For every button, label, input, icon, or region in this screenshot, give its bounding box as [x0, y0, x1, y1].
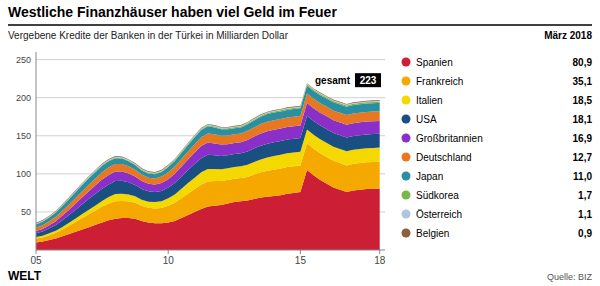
legend-value: 12,7 [573, 152, 593, 163]
legend-swatch [402, 77, 411, 86]
legend-value: 16,9 [573, 133, 593, 144]
legend-value: 80,9 [573, 57, 593, 68]
legend-label: Großbritannien [416, 133, 483, 144]
legend-value: 1,1 [578, 209, 592, 220]
x-tick-label: 05 [30, 255, 42, 266]
legend-label: USA [416, 114, 437, 125]
subtitle: Vergebene Kredite der Banken in der Türk… [8, 30, 289, 41]
x-tick-label: 18 [374, 255, 386, 266]
title-rule [8, 24, 592, 26]
x-tick-label: 15 [295, 255, 307, 266]
legend-value: 18,5 [573, 95, 593, 106]
area [36, 84, 380, 224]
chart: Westliche Finanzhäuser haben viel Geld i… [0, 0, 600, 286]
title: Westliche Finanzhäuser haben viel Geld i… [8, 4, 337, 20]
legend-title: März 2018 [544, 30, 592, 41]
legend-swatch [402, 191, 411, 200]
legend-swatch [402, 96, 411, 105]
legend-label: Belgien [416, 228, 449, 239]
y-tick-label: 100 [16, 169, 31, 179]
area [36, 86, 380, 228]
y-tick-label: 200 [16, 93, 31, 103]
legend-label: Italien [416, 95, 443, 106]
legend-label: Österreich [416, 209, 462, 220]
y-tick-label: 50 [21, 207, 31, 217]
x-tick [168, 250, 169, 254]
legend-value: 0,9 [578, 228, 592, 239]
x-tick [300, 250, 301, 254]
footer: WELT [8, 269, 42, 283]
legend-swatch [402, 134, 411, 143]
area [36, 85, 380, 225]
legend-label: Spanien [416, 57, 453, 68]
legend-value: 18,1 [573, 114, 593, 125]
annotation-value: 223 [360, 75, 377, 86]
legend-value: 1,7 [578, 190, 592, 201]
y-tick-label: 250 [16, 55, 31, 65]
x-axis [36, 250, 385, 251]
legend-swatch [402, 153, 411, 162]
area [36, 103, 380, 233]
legend-label: Deutschland [416, 152, 472, 163]
legend-swatch [402, 229, 411, 238]
grid-line [36, 97, 385, 98]
area [36, 93, 380, 231]
y-axis [36, 52, 37, 250]
x-tick [379, 250, 380, 254]
legend-label: Frankreich [416, 76, 463, 87]
area [36, 83, 380, 223]
legend-swatch [402, 210, 411, 219]
source: Quelle: BIZ [547, 272, 593, 282]
legend-label: Japan [416, 171, 443, 182]
annotation-box [355, 73, 381, 87]
legend-label: Südkorea [416, 190, 459, 201]
x-tick-label: 10 [163, 255, 175, 266]
legend-swatch [402, 172, 411, 181]
legend-value: 35,1 [573, 76, 593, 87]
annotation-text: gesamt [315, 75, 351, 86]
legend-value: 11,0 [573, 171, 592, 182]
plot-area [36, 83, 380, 250]
grid-line [36, 59, 385, 60]
y-tick-label: 150 [16, 131, 31, 141]
legend-swatch [402, 115, 411, 124]
x-tick [36, 250, 37, 254]
legend-swatch [402, 58, 411, 67]
